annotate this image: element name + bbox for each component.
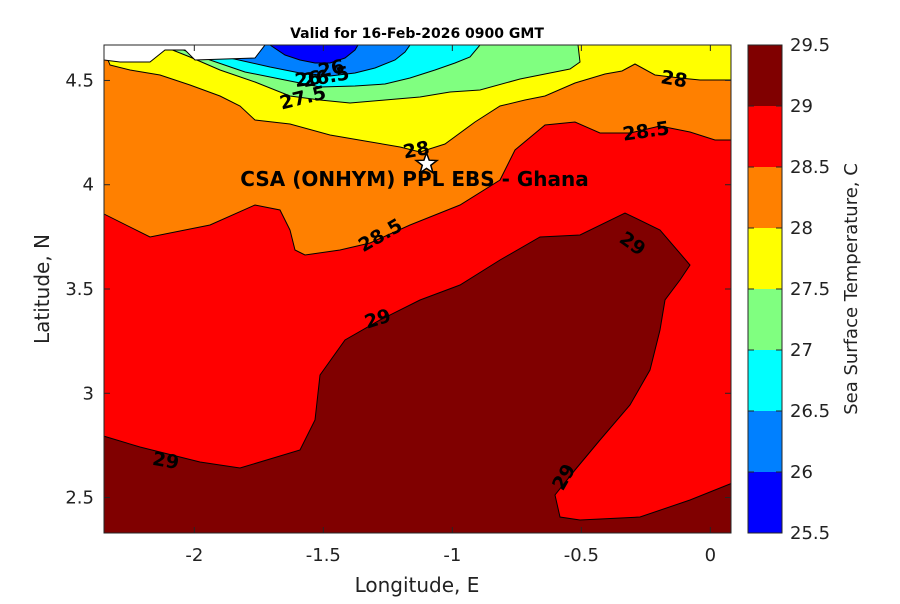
colorbar-segment (748, 228, 782, 289)
x-tick-label: 0 (705, 545, 716, 566)
contour-label: 29 (151, 448, 181, 474)
y-tick-label: 3.5 (65, 279, 94, 300)
chart-title: Valid for 16-Feb-2026 0900 GMT (290, 26, 544, 42)
contour-field (104, 45, 731, 533)
x-tick-label: -2 (185, 545, 203, 566)
colorbar-frame (747, 44, 783, 534)
colorbar-tick-label: 26.5 (790, 401, 830, 422)
colorbar-segment (748, 472, 782, 533)
contour-label: 28 (659, 66, 689, 92)
contour-label: 26 (293, 67, 322, 92)
site-marker-group: CSA (ONHYM) PPL EBS - Ghana (240, 150, 589, 191)
x-axis-label: Longitude, E (355, 573, 480, 597)
colorbar-tick-label: 29.5 (790, 35, 830, 56)
y-tick-label: 4 (83, 175, 94, 196)
colorbar-tick-label: 26 (790, 462, 813, 483)
colorbar-tick-label: 28.5 (790, 157, 830, 178)
site-star-icon (414, 150, 440, 175)
colorbar-segment (748, 411, 782, 472)
y-tick-label: 2.5 (65, 488, 94, 509)
colorbar-segment (748, 350, 782, 411)
y-tick-label: 3 (83, 383, 94, 404)
colorbar-tick-label: 28 (790, 218, 813, 239)
colorbar: 25.5 26 26.5 27 27.5 28 28.5 29 29.5 (748, 35, 830, 544)
colorbar-segment (748, 45, 782, 106)
band-25.5-26 (269, 45, 359, 64)
x-tick-label: -1 (443, 545, 461, 566)
colorbar-tick-label: 25.5 (790, 523, 830, 544)
colorbar-label: Sea Surface Temperature, C (841, 163, 862, 415)
y-tick-label: 4.5 (65, 70, 94, 91)
y-axis-label: Latitude, N (30, 234, 54, 344)
site-label: CSA (ONHYM) PPL EBS - Ghana (240, 167, 588, 191)
x-tick-label: -1.5 (306, 545, 341, 566)
colorbar-tick-label: 27.5 (790, 279, 830, 300)
colorbar-tick-label: 29 (790, 96, 813, 117)
colorbar-segment (748, 167, 782, 228)
colorbar-tick-label: 27 (790, 340, 813, 361)
x-tick-label: -0.5 (564, 545, 599, 566)
contour-label: 26 (316, 55, 346, 82)
colorbar-segment (748, 289, 782, 350)
colorbar-segment (748, 106, 782, 167)
y-axis-ticks: 2.5 3 3.5 4 4.5 (65, 70, 731, 509)
x-axis-ticks: -2 -1.5 -1 -0.5 0 (185, 45, 716, 566)
no-data-patch (104, 45, 266, 63)
